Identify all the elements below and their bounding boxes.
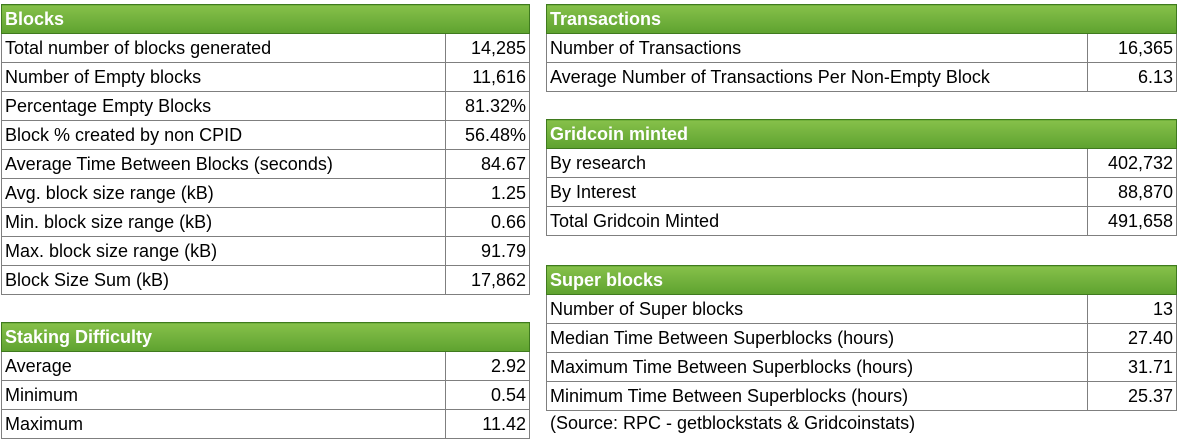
staking-difficulty-table: Staking Difficulty Average 2.92 Minimum 0.5… <box>0 322 531 439</box>
table-row: By Interest 88,870 <box>546 177 1178 207</box>
row-label: Number of Super blocks <box>546 294 1088 324</box>
row-value: 91.79 <box>445 236 530 266</box>
row-value: 11,616 <box>445 62 530 92</box>
table-row: Maximum Time Between Superblocks (hours)… <box>546 352 1178 382</box>
row-label: Median Time Between Superblocks (hours) <box>546 323 1088 353</box>
row-label: By research <box>546 148 1088 178</box>
row-value: 27.40 <box>1086 323 1178 353</box>
table-row: Total Gridcoin Minted 491,658 <box>546 206 1178 236</box>
table-row: Number of Super blocks 13 <box>546 294 1178 324</box>
table-row: Average Time Between Blocks (seconds) 84.… <box>1 149 530 179</box>
row-value: 11.42 <box>444 409 531 439</box>
table-header-row: Gridcoin minted <box>545 119 1178 149</box>
table-row: Block % created by non CPID 56.48% <box>1 120 530 150</box>
row-label: Number of Empty blocks <box>1 62 446 92</box>
table-header-row: Transactions <box>545 4 1178 34</box>
row-label: Number of Transactions <box>546 33 1088 63</box>
row-value: 0.66 <box>445 207 530 237</box>
table-header-row: Super blocks <box>545 265 1178 295</box>
row-value: 2.92 <box>444 351 531 381</box>
row-value: 84.67 <box>445 149 530 179</box>
blocks-table: Blocks Total number of blocks generated 1… <box>1 4 530 295</box>
table-row: Maximum 11.42 <box>1 409 531 439</box>
row-label: Min. block size range (kB) <box>1 207 446 237</box>
gridcoin-minted-title: Gridcoin minted <box>545 119 1178 149</box>
row-label: Average Time Between Blocks (seconds) <box>1 149 446 179</box>
table-row: Number of Transactions 16,365 <box>546 33 1178 63</box>
table-row: Median Time Between Superblocks (hours) 2… <box>546 323 1178 353</box>
row-label: Block % created by non CPID <box>1 120 446 150</box>
row-label: Minimum <box>1 380 446 410</box>
row-value: 81.32% <box>445 91 530 121</box>
row-value: 25.37 <box>1086 381 1178 411</box>
row-label: Total number of blocks generated <box>1 33 446 63</box>
table-row: Average 2.92 <box>1 351 531 381</box>
staking-difficulty-title: Staking Difficulty <box>0 322 531 352</box>
table-row: Block Size Sum (kB) 17,862 <box>1 265 530 295</box>
row-label: By Interest <box>546 177 1088 207</box>
row-label: Percentage Empty Blocks <box>1 91 446 121</box>
row-value: 6.13 <box>1086 62 1178 92</box>
row-value: 17,862 <box>445 265 530 295</box>
row-label: Block Size Sum (kB) <box>1 265 446 295</box>
row-value: 13 <box>1086 294 1178 324</box>
table-row: Min. block size range (kB) 0.66 <box>1 207 530 237</box>
table-row: Number of Empty blocks 11,616 <box>1 62 530 92</box>
transactions-title: Transactions <box>545 4 1178 34</box>
row-value: 491,658 <box>1086 206 1178 236</box>
blocks-title: Blocks <box>1 4 530 34</box>
table-row: Percentage Empty Blocks 81.32% <box>1 91 530 121</box>
row-value: 88,870 <box>1086 177 1178 207</box>
row-label: Average <box>1 351 446 381</box>
row-label: Avg. block size range (kB) <box>1 178 446 208</box>
row-value: 0.54 <box>444 380 531 410</box>
table-row: Minimum 0.54 <box>1 380 531 410</box>
row-value: 31.71 <box>1086 352 1178 382</box>
row-label: Total Gridcoin Minted <box>546 206 1088 236</box>
row-value: 14,285 <box>445 33 530 63</box>
transactions-table: Transactions Number of Transactions 16,36… <box>545 4 1178 92</box>
super-blocks-table: Super blocks Number of Super blocks 13 Med… <box>545 265 1178 411</box>
row-value: 1.25 <box>445 178 530 208</box>
table-header-row: Blocks <box>1 4 530 34</box>
gridcoin-minted-table: Gridcoin minted By research 402,732 By Int… <box>545 119 1178 236</box>
row-value: 16,365 <box>1086 33 1178 63</box>
super-blocks-title: Super blocks <box>545 265 1178 295</box>
row-value: 402,732 <box>1086 148 1178 178</box>
row-label: Minimum Time Between Superblocks (hours) <box>546 381 1088 411</box>
source-note: (Source: RPC - getblockstats & Gridcoins… <box>550 413 916 433</box>
table-row: Average Number of Transactions Per Non-E… <box>546 62 1178 92</box>
table-row: Minimum Time Between Superblocks (hours)… <box>546 381 1178 411</box>
table-row: Total number of blocks generated 14,285 <box>1 33 530 63</box>
row-label: Maximum <box>1 409 446 439</box>
row-label: Average Number of Transactions Per Non-E… <box>546 62 1088 92</box>
table-row: By research 402,732 <box>546 148 1178 178</box>
row-value: 56.48% <box>445 120 530 150</box>
table-row: Avg. block size range (kB) 1.25 <box>1 178 530 208</box>
row-label: Max. block size range (kB) <box>1 236 446 266</box>
table-header-row: Staking Difficulty <box>0 322 531 352</box>
row-label: Maximum Time Between Superblocks (hours) <box>546 352 1088 382</box>
table-row: Max. block size range (kB) 91.79 <box>1 236 530 266</box>
